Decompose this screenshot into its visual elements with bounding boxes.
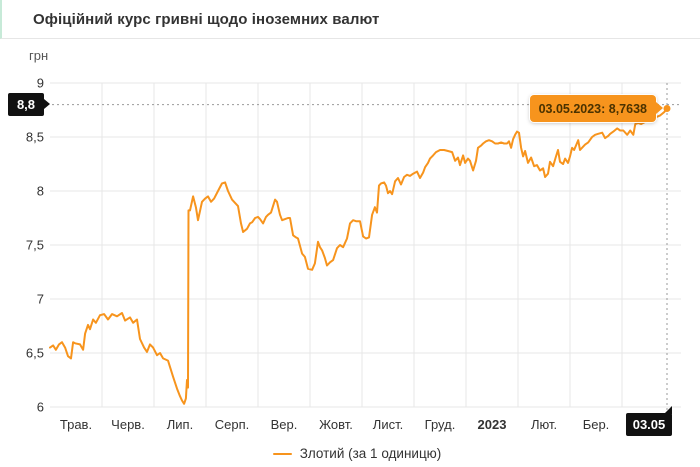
y-axis-tick-label: 7,5 [26,238,44,253]
page-title: Офіційний курс гривні щодо іноземних вал… [33,10,380,28]
x-axis-tick-label: Серп. [215,417,250,432]
y-axis-current-badge: 8,8 [8,93,50,116]
tooltip-label: 03.05.2023: 8,7638 [538,101,647,116]
y-axis-tick-label: 6 [37,400,44,415]
tooltip: 03.05.2023: 8,7638 [529,95,664,122]
x-axis-tick-label: Трав. [60,417,92,432]
y-axis-tick-label: 9 [37,76,44,91]
chart-header: Офіційний курс гривні щодо іноземних вал… [0,0,700,39]
legend-item-zloty[interactable]: Злотий (за 1 одиницю) [0,446,700,461]
y-axis-tick-label: 6,5 [26,346,44,361]
x-axis-tick-label: Лют. [531,417,557,432]
x-axis-tick-label: Груд. [425,417,456,432]
x-axis-current-badge-label: 03.05 [632,417,666,432]
x-axis-tick-label: Лип. [167,417,193,432]
legend-line-swatch [272,452,292,455]
x-axis-tick-label: Жовт. [319,417,353,432]
y-axis-tick-label: 8,5 [26,130,44,145]
x-axis-tick-label: Бер. [583,417,610,432]
y-axis-tick-label: 8 [37,184,44,199]
x-axis-tick-label: Черв. [111,417,145,432]
x-axis-tick-label: 2023 [478,417,507,432]
x-axis-tick-label: Лист. [373,417,403,432]
y-axis-unit-label: грн [29,48,49,63]
x-axis-tick-label: Вер. [271,417,298,432]
series-zloty-line[interactable] [49,107,668,405]
y-axis-current-badge-label: 8,8 [16,97,36,112]
x-axis-current-badge: 03.05 [626,406,672,436]
current-point-dot[interactable] [663,105,671,113]
y-axis-tick-label: 7 [37,292,44,307]
legend-label: Злотий (за 1 одиницю) [299,446,442,461]
